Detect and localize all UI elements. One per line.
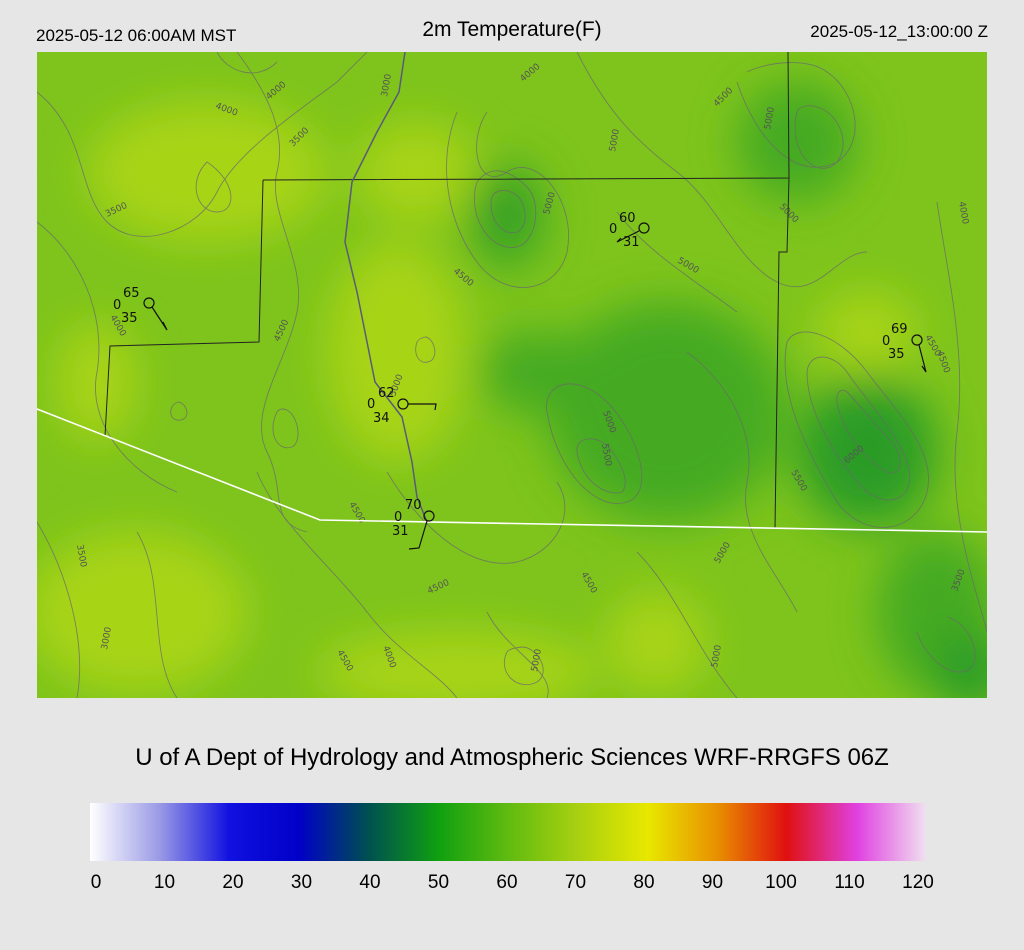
valid-time-local: 2025-05-12 06:00AM MST	[36, 26, 237, 45]
station-plot: 60 0 31	[609, 211, 650, 250]
station-cloud: 0	[113, 298, 121, 313]
warm-area	[357, 122, 477, 222]
contour-label: 3000	[380, 73, 394, 98]
contour-label: 5000	[530, 648, 544, 673]
county-border	[104, 179, 264, 437]
colorbar-tick-label: 90	[701, 872, 724, 893]
model-credit: U of A Dept of Hydrology and Atmospheric…	[135, 744, 889, 771]
warm-area	[817, 292, 917, 372]
map-title: 2m Temperature(F)	[422, 18, 602, 41]
colorbar-tick-label: 10	[153, 872, 176, 893]
wind-barb	[151, 306, 168, 331]
station-plots: 65 0 35 60 0 31 69 0 35 62 0 34	[113, 211, 927, 550]
cooler-area	[797, 377, 937, 527]
cooler-area	[483, 182, 527, 242]
county-borders	[104, 52, 790, 529]
contour-label: 5000	[608, 128, 622, 153]
warm-area	[327, 242, 467, 462]
wind-barb	[918, 344, 927, 373]
colorbar-tick-label: 120	[902, 872, 934, 893]
colorbar-tick-label: 100	[765, 872, 797, 893]
contour-label: 5000	[763, 106, 777, 131]
warm-area	[87, 102, 327, 242]
station-temp: 69	[891, 322, 908, 337]
warm-area	[607, 592, 707, 692]
contour-label: 3500	[74, 544, 88, 569]
contour-label: 5500	[599, 443, 613, 468]
station-plot: 62 0 34	[367, 386, 437, 426]
temperature-field	[37, 52, 987, 698]
station-plot: 70 0 31	[392, 498, 435, 550]
colorbar-labels: 0 10 20 30 40 50 60 70 80 90 100 110 120	[0, 872, 1024, 902]
temperature-map: 4000 4000 3000 3500 3500 4000 4500 5000 …	[37, 52, 987, 698]
station-dewpoint: 31	[623, 235, 640, 250]
contour-label: 3000	[100, 626, 114, 651]
station-temp: 65	[123, 286, 140, 301]
county-border	[774, 177, 790, 529]
station-dewpoint: 35	[888, 347, 905, 362]
station-temp: 70	[405, 498, 422, 513]
terrain-contours	[37, 52, 987, 698]
station-circle	[638, 222, 650, 234]
river	[344, 52, 428, 523]
contour-label: 5000	[710, 644, 724, 669]
station-circle	[423, 510, 435, 522]
warm-area	[317, 632, 597, 698]
station-cloud: 0	[609, 222, 617, 237]
station-plot: 65 0 35	[113, 286, 168, 331]
wind-barb	[616, 230, 640, 243]
contour-label: 4000	[956, 201, 970, 226]
station-plot: 69 0 35	[882, 322, 927, 373]
map-header: 2025-05-12 06:00AM MST 2m Temperature(F)…	[0, 0, 1024, 52]
station-circle	[911, 334, 923, 346]
station-temp: 60	[619, 211, 636, 226]
station-cloud: 0	[394, 510, 402, 525]
colorbar-tick-label: 50	[427, 872, 450, 893]
colorbar-tick-label: 20	[222, 872, 244, 893]
colorbar-tick-label: 30	[290, 872, 313, 893]
wind-barb	[408, 520, 428, 550]
station-circle	[143, 297, 155, 309]
valid-time-utc: 2025-05-12_13:00:00 Z	[810, 22, 988, 41]
colorbar-tick-label: 40	[359, 872, 381, 893]
warm-area	[57, 322, 137, 442]
cool-area	[547, 302, 787, 522]
temperature-colorbar	[90, 803, 926, 861]
colorbar-tick-label: 110	[834, 872, 865, 893]
cool-area	[477, 332, 597, 412]
station-cloud: 0	[882, 334, 890, 349]
colorbar-tick-label: 0	[90, 872, 102, 893]
warm-area	[37, 532, 247, 692]
station-temp: 62	[378, 386, 395, 401]
state-border	[37, 408, 987, 533]
colorbar-tick-label: 60	[496, 872, 518, 893]
station-dewpoint: 34	[373, 411, 390, 426]
station-dewpoint: 35	[121, 311, 138, 326]
station-cloud: 0	[367, 397, 375, 412]
cooler-area	[932, 632, 987, 698]
colorbar-tick-label: 80	[633, 872, 655, 893]
wind-barb	[408, 403, 437, 411]
colorbar-tick-label: 70	[564, 872, 587, 893]
station-dewpoint: 31	[392, 524, 409, 539]
